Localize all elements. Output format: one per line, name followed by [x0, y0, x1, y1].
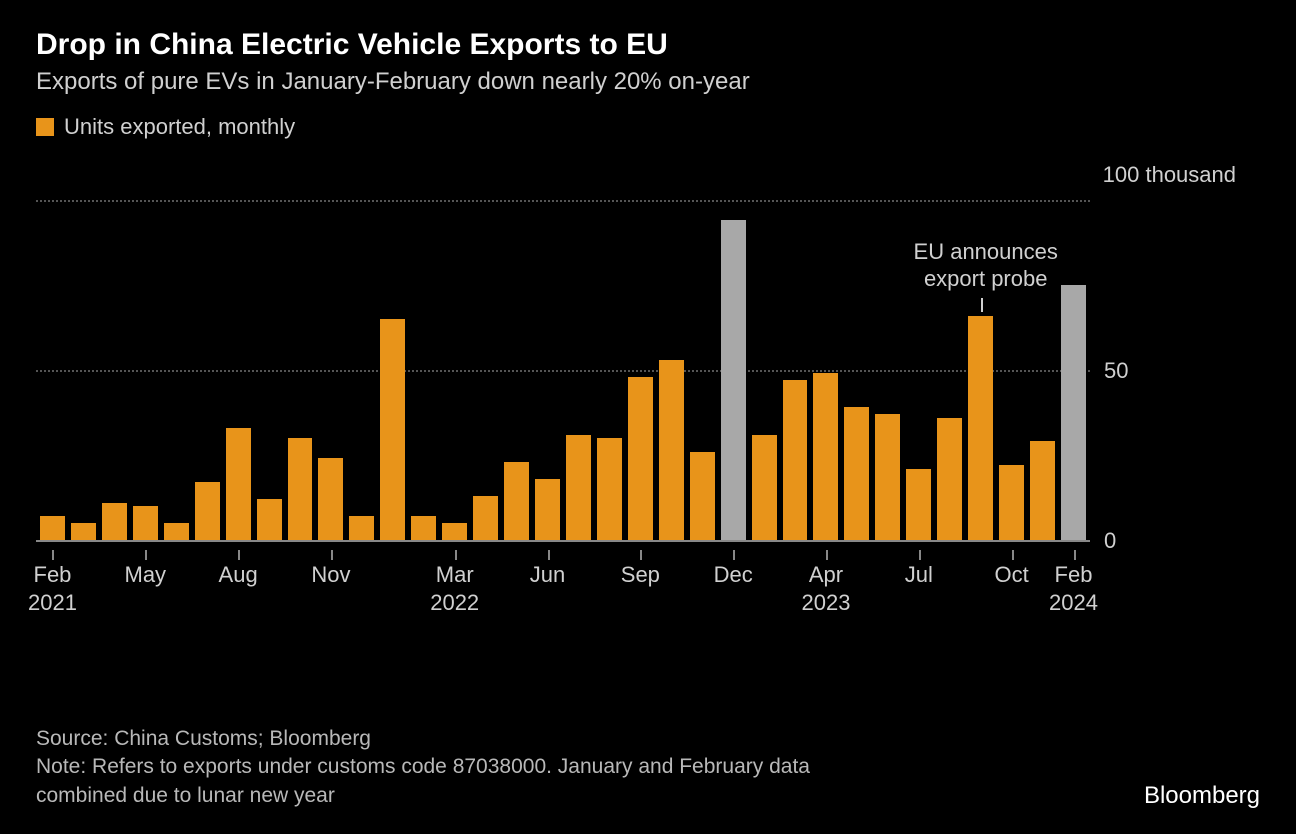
- bar-23: [752, 435, 777, 540]
- x-tick: [919, 550, 921, 560]
- plot-area: EU announces export probe: [36, 200, 1090, 540]
- bar-28: [906, 469, 931, 540]
- x-label-month: Sep: [621, 562, 660, 588]
- bar-18: [597, 438, 622, 540]
- x-tick: [145, 550, 147, 560]
- x-label-year: 2021: [28, 590, 77, 616]
- bar-10: [349, 516, 374, 540]
- x-label-month: Aug: [219, 562, 258, 588]
- bar-27: [875, 414, 900, 540]
- x-label-month: Feb: [34, 562, 72, 588]
- bar-21: [690, 452, 715, 540]
- x-tick: [733, 550, 735, 560]
- x-label-month: Nov: [311, 562, 350, 588]
- y-unit-label: thousand: [1145, 162, 1236, 187]
- x-tick: [640, 550, 642, 560]
- bar-32: [1030, 441, 1055, 540]
- x-tick: [238, 550, 240, 560]
- chart-area: 100 thousand EU announces export probe 5…: [36, 160, 1260, 620]
- annotation-tick: [981, 298, 983, 312]
- bar-5: [195, 482, 220, 540]
- bar-4: [164, 523, 189, 540]
- baseline-0: [36, 540, 1090, 542]
- bar-2: [102, 503, 127, 540]
- x-tick: [1074, 550, 1076, 560]
- bar-30: [968, 316, 993, 540]
- x-tick: [548, 550, 550, 560]
- chart-subtitle: Exports of pure EVs in January-February …: [36, 68, 1260, 96]
- bar-29: [937, 418, 962, 540]
- brand-logo: Bloomberg: [1144, 782, 1260, 810]
- bar-7: [257, 499, 282, 540]
- legend: Units exported, monthly: [36, 114, 1260, 140]
- bar-1: [71, 523, 96, 540]
- chart-container: Drop in China Electric Vehicle Exports t…: [0, 0, 1296, 834]
- x-label-year: 2022: [430, 590, 479, 616]
- source-text: Source: China Customs; Bloomberg: [36, 725, 856, 753]
- x-label-month: Mar: [436, 562, 474, 588]
- bar-20: [659, 360, 684, 540]
- y-tick-100: 100: [1103, 162, 1140, 187]
- x-label-month: Dec: [714, 562, 753, 588]
- bar-22: [721, 220, 746, 540]
- bar-8: [288, 438, 313, 540]
- x-tick: [1012, 550, 1014, 560]
- footer: Source: China Customs; Bloomberg Note: R…: [36, 725, 1260, 810]
- y-tick-0: 0: [1104, 528, 1116, 554]
- bar-15: [504, 462, 529, 540]
- bar-19: [628, 377, 653, 540]
- bar-17: [566, 435, 591, 540]
- x-label-year: 2023: [802, 590, 851, 616]
- note-text: Note: Refers to exports under customs co…: [36, 753, 856, 810]
- bar-31: [999, 465, 1024, 540]
- bar-25: [813, 373, 838, 540]
- y-tick-50: 50: [1104, 358, 1128, 384]
- x-label-month: Jun: [530, 562, 565, 588]
- bar-0: [40, 516, 65, 540]
- bar-26: [844, 407, 869, 540]
- x-label-month: May: [125, 562, 167, 588]
- bar-6: [226, 428, 251, 540]
- annotation-line1: EU announces: [901, 238, 1071, 266]
- x-label-year: 2024: [1049, 590, 1098, 616]
- x-label-month: Jul: [905, 562, 933, 588]
- bar-24: [783, 380, 808, 540]
- chart-title: Drop in China Electric Vehicle Exports t…: [36, 28, 1260, 62]
- x-tick: [331, 550, 333, 560]
- bar-33: [1061, 285, 1086, 540]
- bar-3: [133, 506, 158, 540]
- x-tick: [52, 550, 54, 560]
- bar-13: [442, 523, 467, 540]
- bar-9: [318, 458, 343, 540]
- legend-label: Units exported, monthly: [64, 114, 295, 140]
- x-label-month: Apr: [809, 562, 843, 588]
- bar-12: [411, 516, 436, 540]
- x-label-month: Oct: [995, 562, 1029, 588]
- x-axis: Feb2021MayAugNovMar2022JunSepDecApr2023J…: [36, 550, 1090, 620]
- bar-11: [380, 319, 405, 540]
- legend-swatch: [36, 118, 54, 136]
- x-label-month: Feb: [1055, 562, 1093, 588]
- annotation-line2: export probe: [901, 265, 1071, 293]
- bar-16: [535, 479, 560, 540]
- bar-14: [473, 496, 498, 540]
- x-tick: [826, 550, 828, 560]
- y-axis-unit: 100 thousand: [1103, 162, 1236, 188]
- x-tick: [455, 550, 457, 560]
- annotation-text: EU announces export probe: [901, 238, 1071, 293]
